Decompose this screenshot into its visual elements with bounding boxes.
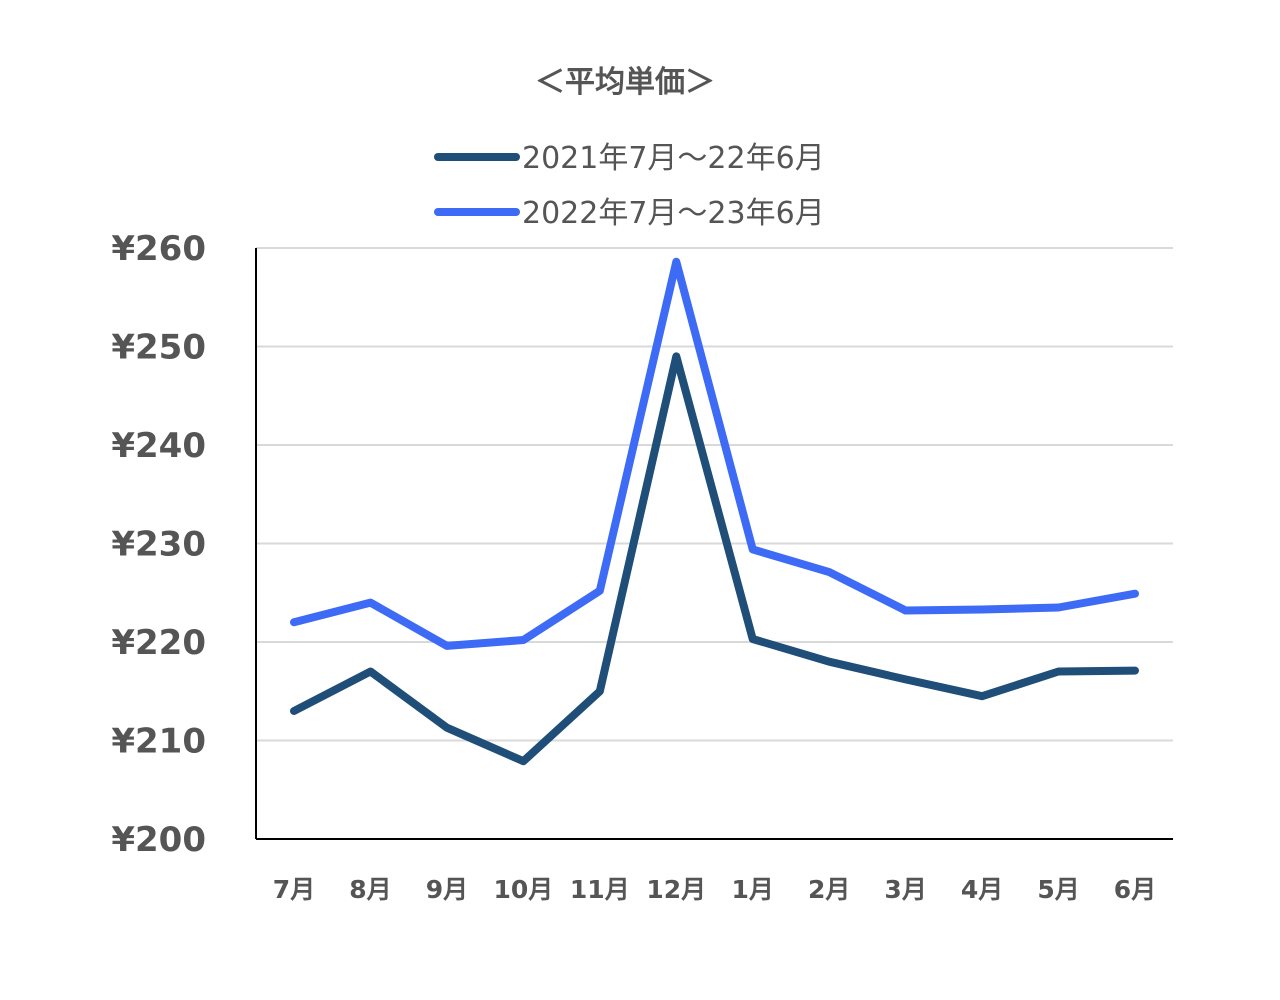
legend: 2021年7月～22年6月 2022年7月～23年6月 [434,141,825,231]
x-tick-label: 12月 [646,875,706,904]
x-tick-label: 11月 [570,875,630,904]
y-tick-label: ¥230 [111,525,206,565]
legend-item-series-2: 2022年7月～23年6月 [434,196,825,231]
y-tick-label: ¥260 [111,229,206,269]
series-line-2 [290,257,1139,650]
x-tick-label: 3月 [884,875,926,904]
y-axis-tick-labels: ¥200 ¥210 ¥220 ¥230 ¥240 ¥250 ¥260 [111,229,206,860]
x-tick-label: 2月 [808,875,850,904]
series-lines [290,257,1139,766]
y-tick-label: ¥250 [111,328,206,368]
legend-label-series-2: 2022年7月～23年6月 [522,196,825,231]
chart-title: ＜平均単価＞ [535,65,715,100]
x-tick-label: 4月 [961,875,1003,904]
y-tick-label: ¥220 [111,623,206,663]
x-axis-tick-labels: 7月 8月 9月 10月 11月 12月 1月 2月 3月 4月 5月 6月 [273,875,1156,904]
x-tick-label: 10月 [493,875,553,904]
x-tick-label: 5月 [1037,875,1079,904]
y-tick-label: ¥200 [111,820,206,860]
y-tick-label: ¥240 [111,426,206,466]
x-tick-label: 1月 [732,875,774,904]
series-line-1 [290,352,1139,766]
x-tick-label: 6月 [1114,875,1156,904]
gridlines [256,247,1173,742]
x-tick-label: 7月 [273,875,315,904]
legend-label-series-1: 2021年7月～22年6月 [522,141,825,176]
legend-item-series-1: 2021年7月～22年6月 [434,141,825,176]
axes [255,248,1173,840]
x-tick-label: 8月 [349,875,391,904]
y-tick-label: ¥210 [111,722,206,762]
x-tick-label: 9月 [426,875,468,904]
